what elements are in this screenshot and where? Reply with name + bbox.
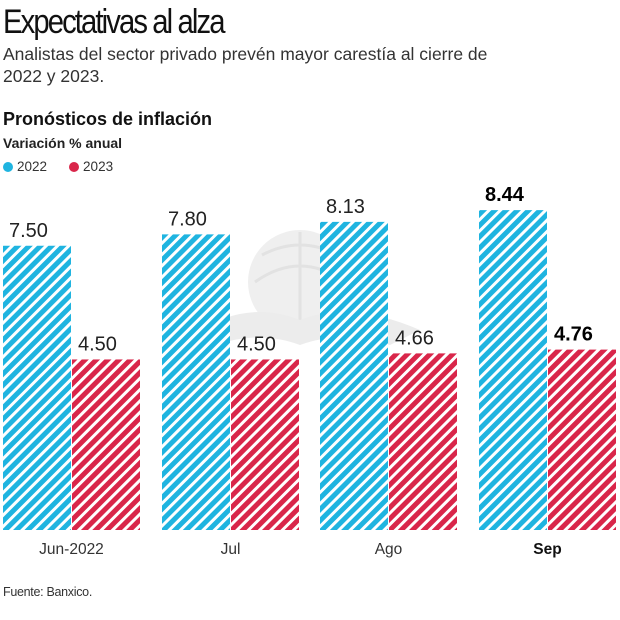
value-label-2022-jun-2022: 7.50 [9,220,48,242]
legend-item-2023: 2023 [69,159,113,174]
value-label-2023-sep: 4.76 [554,324,593,346]
source-note: Fuente: Banxico. [3,585,93,599]
bar-2022-jul [162,234,230,530]
bar-2022-sep [479,210,547,530]
value-label-2023-ago: 4.66 [395,327,434,349]
category-label-sep: Sep [533,541,561,558]
value-label-2022-sep: 8.44 [485,184,525,206]
chart-subtitle: Variación % anual [3,135,123,151]
value-label-2022-ago: 8.13 [326,196,365,218]
legend-dot-2023-icon [69,161,80,172]
bar-2022-ago [320,221,388,531]
legend-label-2023: 2023 [83,159,114,174]
page-subtitle: Analistas del sector privado prevén mayo… [3,44,488,86]
bar-2023-sep [548,349,616,530]
category-label-ago: Ago [375,541,403,558]
bar-2023-ago [389,353,457,530]
legend-label-2022: 2022 [17,159,48,174]
legend-dot-2022-icon [3,161,13,172]
value-label-2023-jun-2022: 4.50 [78,333,117,355]
bar-2023-jul [231,359,299,530]
chart-title: Pronósticos de inflación [3,109,213,129]
value-label-2022-jul: 7.80 [168,208,207,230]
chart-legend: 2022 2023 [3,159,113,174]
page-title: Expectativas al alza [3,3,225,41]
value-label-2023-jul: 4.50 [237,333,276,355]
category-label-jun-2022: Jun-2022 [39,541,104,558]
category-label-jul: Jul [221,541,241,558]
legend-item-2022: 2022 [3,159,47,174]
bar-2022-jun-2022 [3,245,71,530]
bar-2023-jun-2022 [72,359,140,530]
